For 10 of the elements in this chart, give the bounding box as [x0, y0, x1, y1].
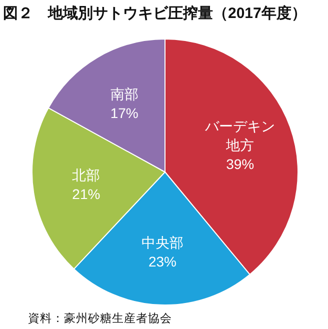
text: 資料：豪州砂糖生産者協会: [28, 311, 172, 325]
chart-title: 図２ 地域別サトウキビ圧搾量（2017年度）: [3, 4, 306, 22]
data-label: 39%: [226, 156, 254, 172]
data-label: 23%: [148, 253, 177, 270]
slice-label: 南部: [110, 86, 138, 102]
data-label: 17%: [110, 104, 138, 121]
slice-label: 中央部: [141, 234, 184, 250]
slice-label: 北部: [72, 166, 100, 183]
data-label: 21%: [72, 186, 100, 202]
slice-label: バーデキン地方: [204, 118, 276, 153]
